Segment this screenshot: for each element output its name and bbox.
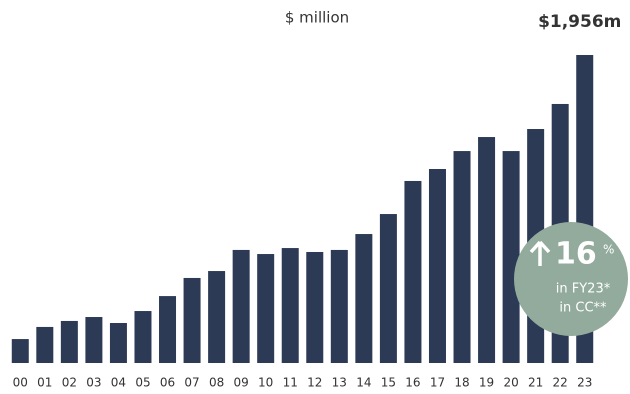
x-tick-label: 07 (184, 376, 199, 390)
x-tick-label: 12 (307, 376, 322, 390)
x-tick-label: 04 (111, 376, 126, 390)
x-tick-label: 08 (209, 376, 224, 390)
x-tick-label: 18 (454, 376, 469, 390)
bar (428, 169, 446, 363)
x-tick-label: 00 (13, 376, 28, 390)
bar (306, 251, 324, 363)
bar (208, 271, 226, 363)
x-tick-label: 22 (553, 376, 568, 390)
x-tick-label: 06 (160, 376, 175, 390)
bar (281, 248, 299, 363)
x-tick-label: 19 (479, 376, 494, 390)
bar (502, 151, 520, 363)
bar (60, 320, 78, 363)
bar (404, 180, 422, 363)
x-tick-label: 10 (258, 376, 273, 390)
badge-arrow (529, 240, 551, 266)
x-tick-label: 14 (356, 376, 371, 390)
badge-line: in FY23* (556, 282, 611, 297)
x-tick-label: 16 (405, 376, 420, 390)
bar (183, 277, 201, 363)
x-tick-label: 23 (577, 376, 592, 390)
x-tick-label: 02 (62, 376, 77, 390)
bar (134, 311, 152, 363)
x-tick-label: 15 (381, 376, 396, 390)
bar (36, 326, 54, 363)
bar (379, 214, 397, 363)
badge-value: 16 (555, 237, 597, 272)
x-tick-label: 13 (332, 376, 347, 390)
x-tick-label: 17 (430, 376, 445, 390)
chart-subtitle: $ million (285, 9, 349, 27)
bar (109, 323, 127, 363)
bar (478, 137, 496, 363)
bar (11, 339, 29, 363)
x-tick-label: 03 (86, 376, 101, 390)
bar (232, 249, 250, 363)
badge-line: in CC** (559, 301, 607, 316)
x-tick-label: 05 (135, 376, 150, 390)
x-tick-label: 21 (528, 376, 543, 390)
bar (453, 151, 471, 363)
badge-unit: % (603, 243, 614, 257)
x-tick-label: 11 (283, 376, 298, 390)
bar (330, 249, 348, 363)
bar (257, 254, 275, 363)
bar (355, 234, 373, 363)
x-tick-label: 01 (37, 376, 52, 390)
badge (514, 222, 628, 336)
bar (85, 317, 103, 363)
x-tick-label: 09 (234, 376, 249, 390)
bar (159, 296, 177, 363)
value-label: $1,956m (538, 12, 621, 32)
x-tick-label: 20 (503, 376, 518, 390)
